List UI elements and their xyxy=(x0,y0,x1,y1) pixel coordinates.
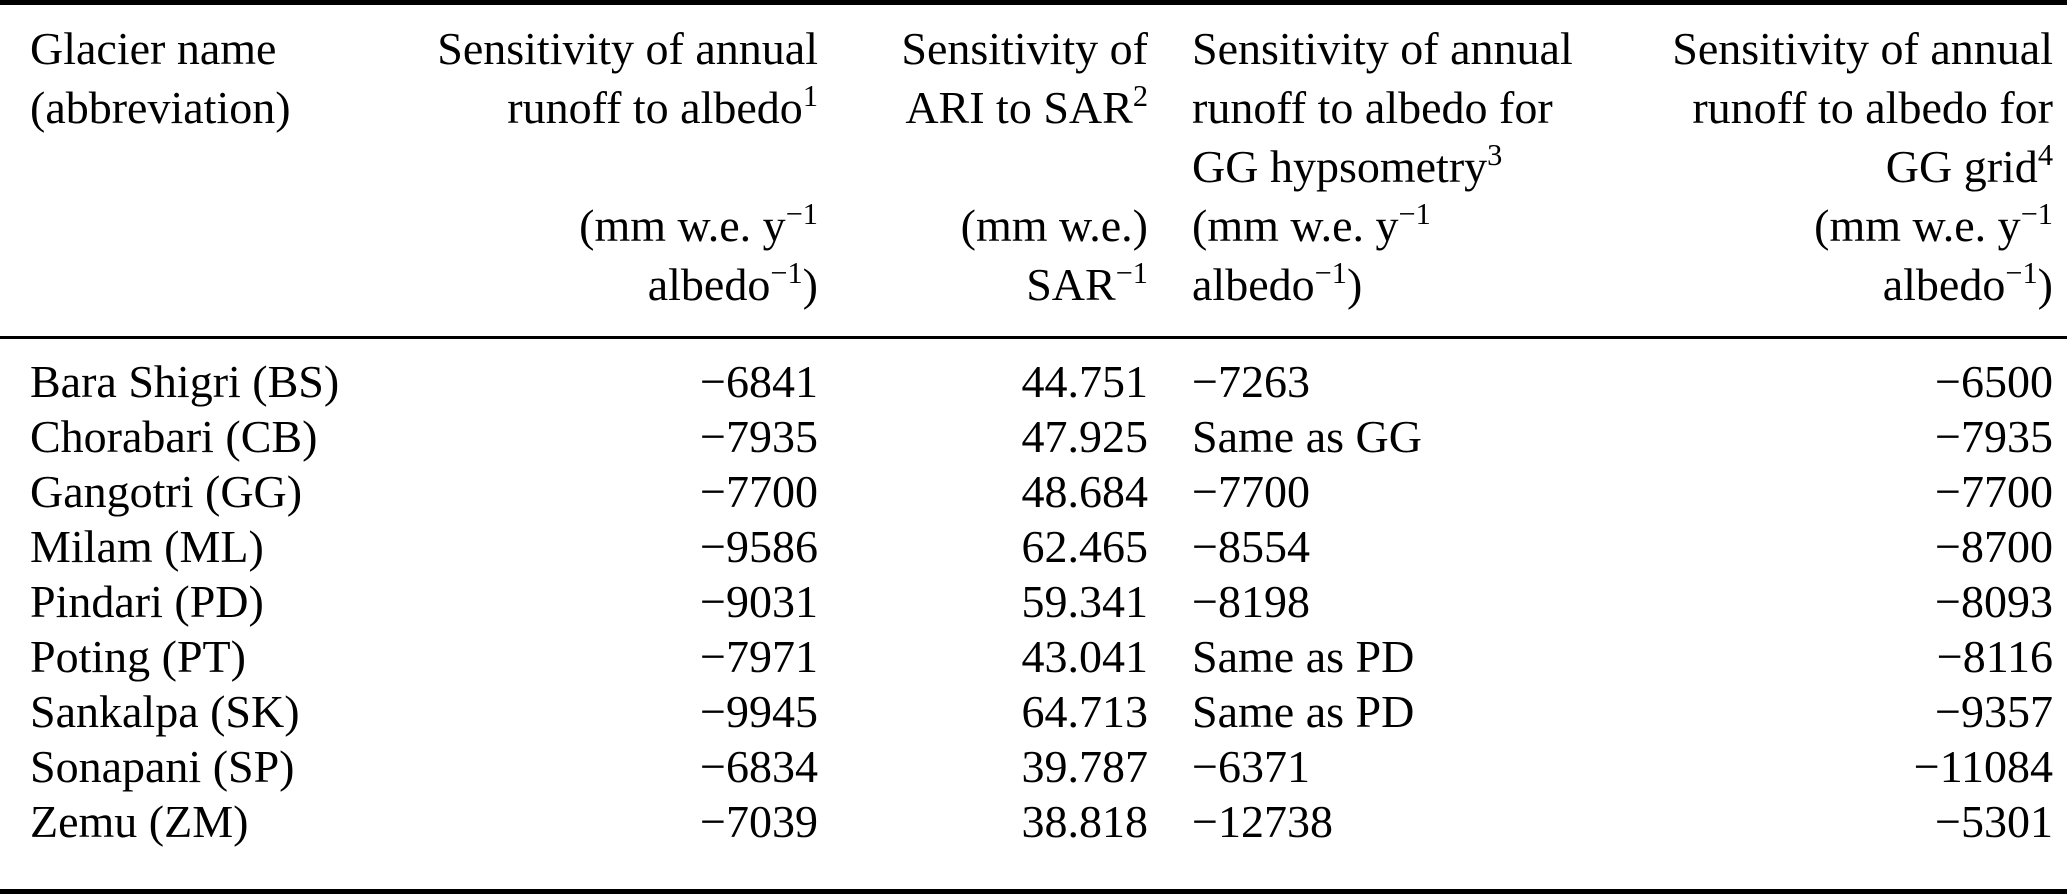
header-line: Sensitivity of annual xyxy=(1672,23,2053,74)
cell-sensitivity-runoff-albedo: −9031 xyxy=(700,576,818,627)
cell-glacier-name: Gangotri (GG) xyxy=(30,466,303,517)
header-line: runoff to albedo for xyxy=(1692,82,2053,133)
header-line xyxy=(818,137,1148,196)
header-line: (mm w.e. y−1 xyxy=(1192,197,1431,251)
cell-sensitivity-gg-grid: −5301 xyxy=(1935,796,2053,847)
header-line xyxy=(30,255,400,314)
cell-sensitivity-gg-grid: −6500 xyxy=(1935,356,2053,407)
header-line: albedo−1) xyxy=(1882,256,2053,310)
cell-sensitivity-gg-hypsometry: −8198 xyxy=(1192,576,1310,627)
header-line: SAR−1 xyxy=(1026,256,1148,310)
header-line: GG grid4 xyxy=(1885,138,2053,192)
cell-sensitivity-runoff-albedo: −7971 xyxy=(700,631,818,682)
cell-sensitivity-gg-grid: −11084 xyxy=(1913,741,2053,792)
header-line: Glacier name xyxy=(30,23,277,74)
cell-glacier-name: Sonapani (SP) xyxy=(30,741,295,792)
table-row: Milam (ML) −9586 62.465 −8554 −8700 xyxy=(0,519,2067,574)
cell-glacier-name: Pindari (PD) xyxy=(30,576,264,627)
header-line: Sensitivity of annual xyxy=(1192,23,1573,74)
cell-sensitivity-gg-hypsometry: −7700 xyxy=(1192,466,1310,517)
cell-glacier-name: Chorabari (CB) xyxy=(30,411,318,462)
header-line: (mm w.e. y−1 xyxy=(1814,197,2053,251)
column-header-sensitivity-gg-grid: Sensitivity of annual runoff to albedo fo… xyxy=(1642,5,2067,339)
table-top-rule xyxy=(0,0,2067,5)
table-header: Glacier name (abbreviation) Sensitivity of… xyxy=(0,5,2067,339)
cell-sensitivity-ari-sar: 38.818 xyxy=(1021,796,1149,847)
header-line: (mm w.e.) xyxy=(960,200,1148,251)
cell-sensitivity-gg-hypsometry: −8554 xyxy=(1192,521,1310,572)
cell-sensitivity-gg-grid: −8116 xyxy=(1936,631,2053,682)
cell-glacier-name: Zemu (ZM) xyxy=(30,796,249,847)
cell-sensitivity-ari-sar: 48.684 xyxy=(1021,466,1149,517)
cell-sensitivity-gg-hypsometry: −6371 xyxy=(1192,741,1310,792)
cell-sensitivity-ari-sar: 47.925 xyxy=(1021,411,1149,462)
cell-glacier-name: Bara Shigri (BS) xyxy=(30,356,340,407)
cell-sensitivity-gg-grid: −8093 xyxy=(1935,576,2053,627)
header-line xyxy=(400,137,818,196)
cell-sensitivity-gg-hypsometry: Same as PD xyxy=(1192,631,1415,682)
table-row: Zemu (ZM) −7039 38.818 −12738 −5301 xyxy=(0,794,2067,889)
cell-glacier-name: Poting (PT) xyxy=(30,631,246,682)
column-header-glacier-name: Glacier name (abbreviation) xyxy=(0,5,400,339)
cell-sensitivity-ari-sar: 64.713 xyxy=(1021,686,1149,737)
header-line: Sensitivity of xyxy=(901,23,1148,74)
cell-sensitivity-gg-hypsometry: −7263 xyxy=(1192,356,1310,407)
cell-sensitivity-gg-grid: −8700 xyxy=(1935,521,2053,572)
header-line: albedo−1) xyxy=(1192,256,1363,310)
header-line xyxy=(30,196,400,255)
cell-sensitivity-runoff-albedo: −7039 xyxy=(700,796,818,847)
cell-sensitivity-gg-hypsometry: −12738 xyxy=(1192,796,1333,847)
header-line xyxy=(30,137,400,196)
header-line: runoff to albedo1 xyxy=(507,79,818,133)
cell-sensitivity-ari-sar: 59.341 xyxy=(1021,576,1149,627)
table-row: Gangotri (GG) −7700 48.684 −7700 −7700 xyxy=(0,464,2067,519)
cell-sensitivity-gg-grid: −9357 xyxy=(1935,686,2053,737)
table-bottom-rule xyxy=(0,889,2067,894)
table-row: Sonapani (SP) −6834 39.787 −6371 −11084 xyxy=(0,739,2067,794)
header-line: (mm w.e. y−1 xyxy=(579,197,818,251)
header-row: Glacier name (abbreviation) Sensitivity of… xyxy=(0,5,2067,339)
cell-sensitivity-ari-sar: 39.787 xyxy=(1021,741,1149,792)
table-row: Chorabari (CB) −7935 47.925 Same as GG −7935 xyxy=(0,409,2067,464)
cell-sensitivity-runoff-albedo: −9586 xyxy=(700,521,818,572)
cell-sensitivity-ari-sar: 44.751 xyxy=(1021,356,1149,407)
cell-sensitivity-ari-sar: 62.465 xyxy=(1021,521,1149,572)
glacier-sensitivity-table: Glacier name (abbreviation) Sensitivity of… xyxy=(0,5,2067,889)
cell-sensitivity-runoff-albedo: −6834 xyxy=(700,741,818,792)
header-line: runoff to albedo for xyxy=(1192,82,1553,133)
cell-glacier-name: Milam (ML) xyxy=(30,521,264,572)
cell-sensitivity-gg-hypsometry: Same as GG xyxy=(1192,411,1422,462)
table-row: Sankalpa (SK) −9945 64.713 Same as PD −9357 xyxy=(0,684,2067,739)
cell-sensitivity-ari-sar: 43.041 xyxy=(1021,631,1149,682)
cell-sensitivity-runoff-albedo: −7935 xyxy=(700,411,818,462)
column-header-sensitivity-ari-sar: Sensitivity of ARI to SAR2 (mm w.e.) SAR−1 xyxy=(818,5,1148,339)
table-row: Pindari (PD) −9031 59.341 −8198 −8093 xyxy=(0,574,2067,629)
cell-sensitivity-runoff-albedo: −7700 xyxy=(700,466,818,517)
header-line: GG hypsometry3 xyxy=(1192,138,1503,192)
cell-sensitivity-gg-grid: −7700 xyxy=(1935,466,2053,517)
header-line: ARI to SAR2 xyxy=(905,79,1148,133)
column-header-sensitivity-runoff-albedo: Sensitivity of annual runoff to albedo1 (m… xyxy=(400,5,818,339)
cell-sensitivity-gg-hypsometry: Same as PD xyxy=(1192,686,1415,737)
cell-sensitivity-runoff-albedo: −9945 xyxy=(700,686,818,737)
cell-sensitivity-runoff-albedo: −6841 xyxy=(700,356,818,407)
table-row: Poting (PT) −7971 43.041 Same as PD −8116 xyxy=(0,629,2067,684)
header-line: (abbreviation) xyxy=(30,82,291,133)
header-line: Sensitivity of annual xyxy=(437,23,818,74)
table-row: Bara Shigri (BS) −6841 44.751 −7263 −6500 xyxy=(0,338,2067,410)
cell-sensitivity-gg-grid: −7935 xyxy=(1935,411,2053,462)
table-body: Bara Shigri (BS) −6841 44.751 −7263 −6500 Cho… xyxy=(0,338,2067,890)
column-header-sensitivity-gg-hypsometry: Sensitivity of annual runoff to albedo fo… xyxy=(1148,5,1642,339)
cell-glacier-name: Sankalpa (SK) xyxy=(30,686,300,737)
header-line: albedo−1) xyxy=(647,256,818,310)
